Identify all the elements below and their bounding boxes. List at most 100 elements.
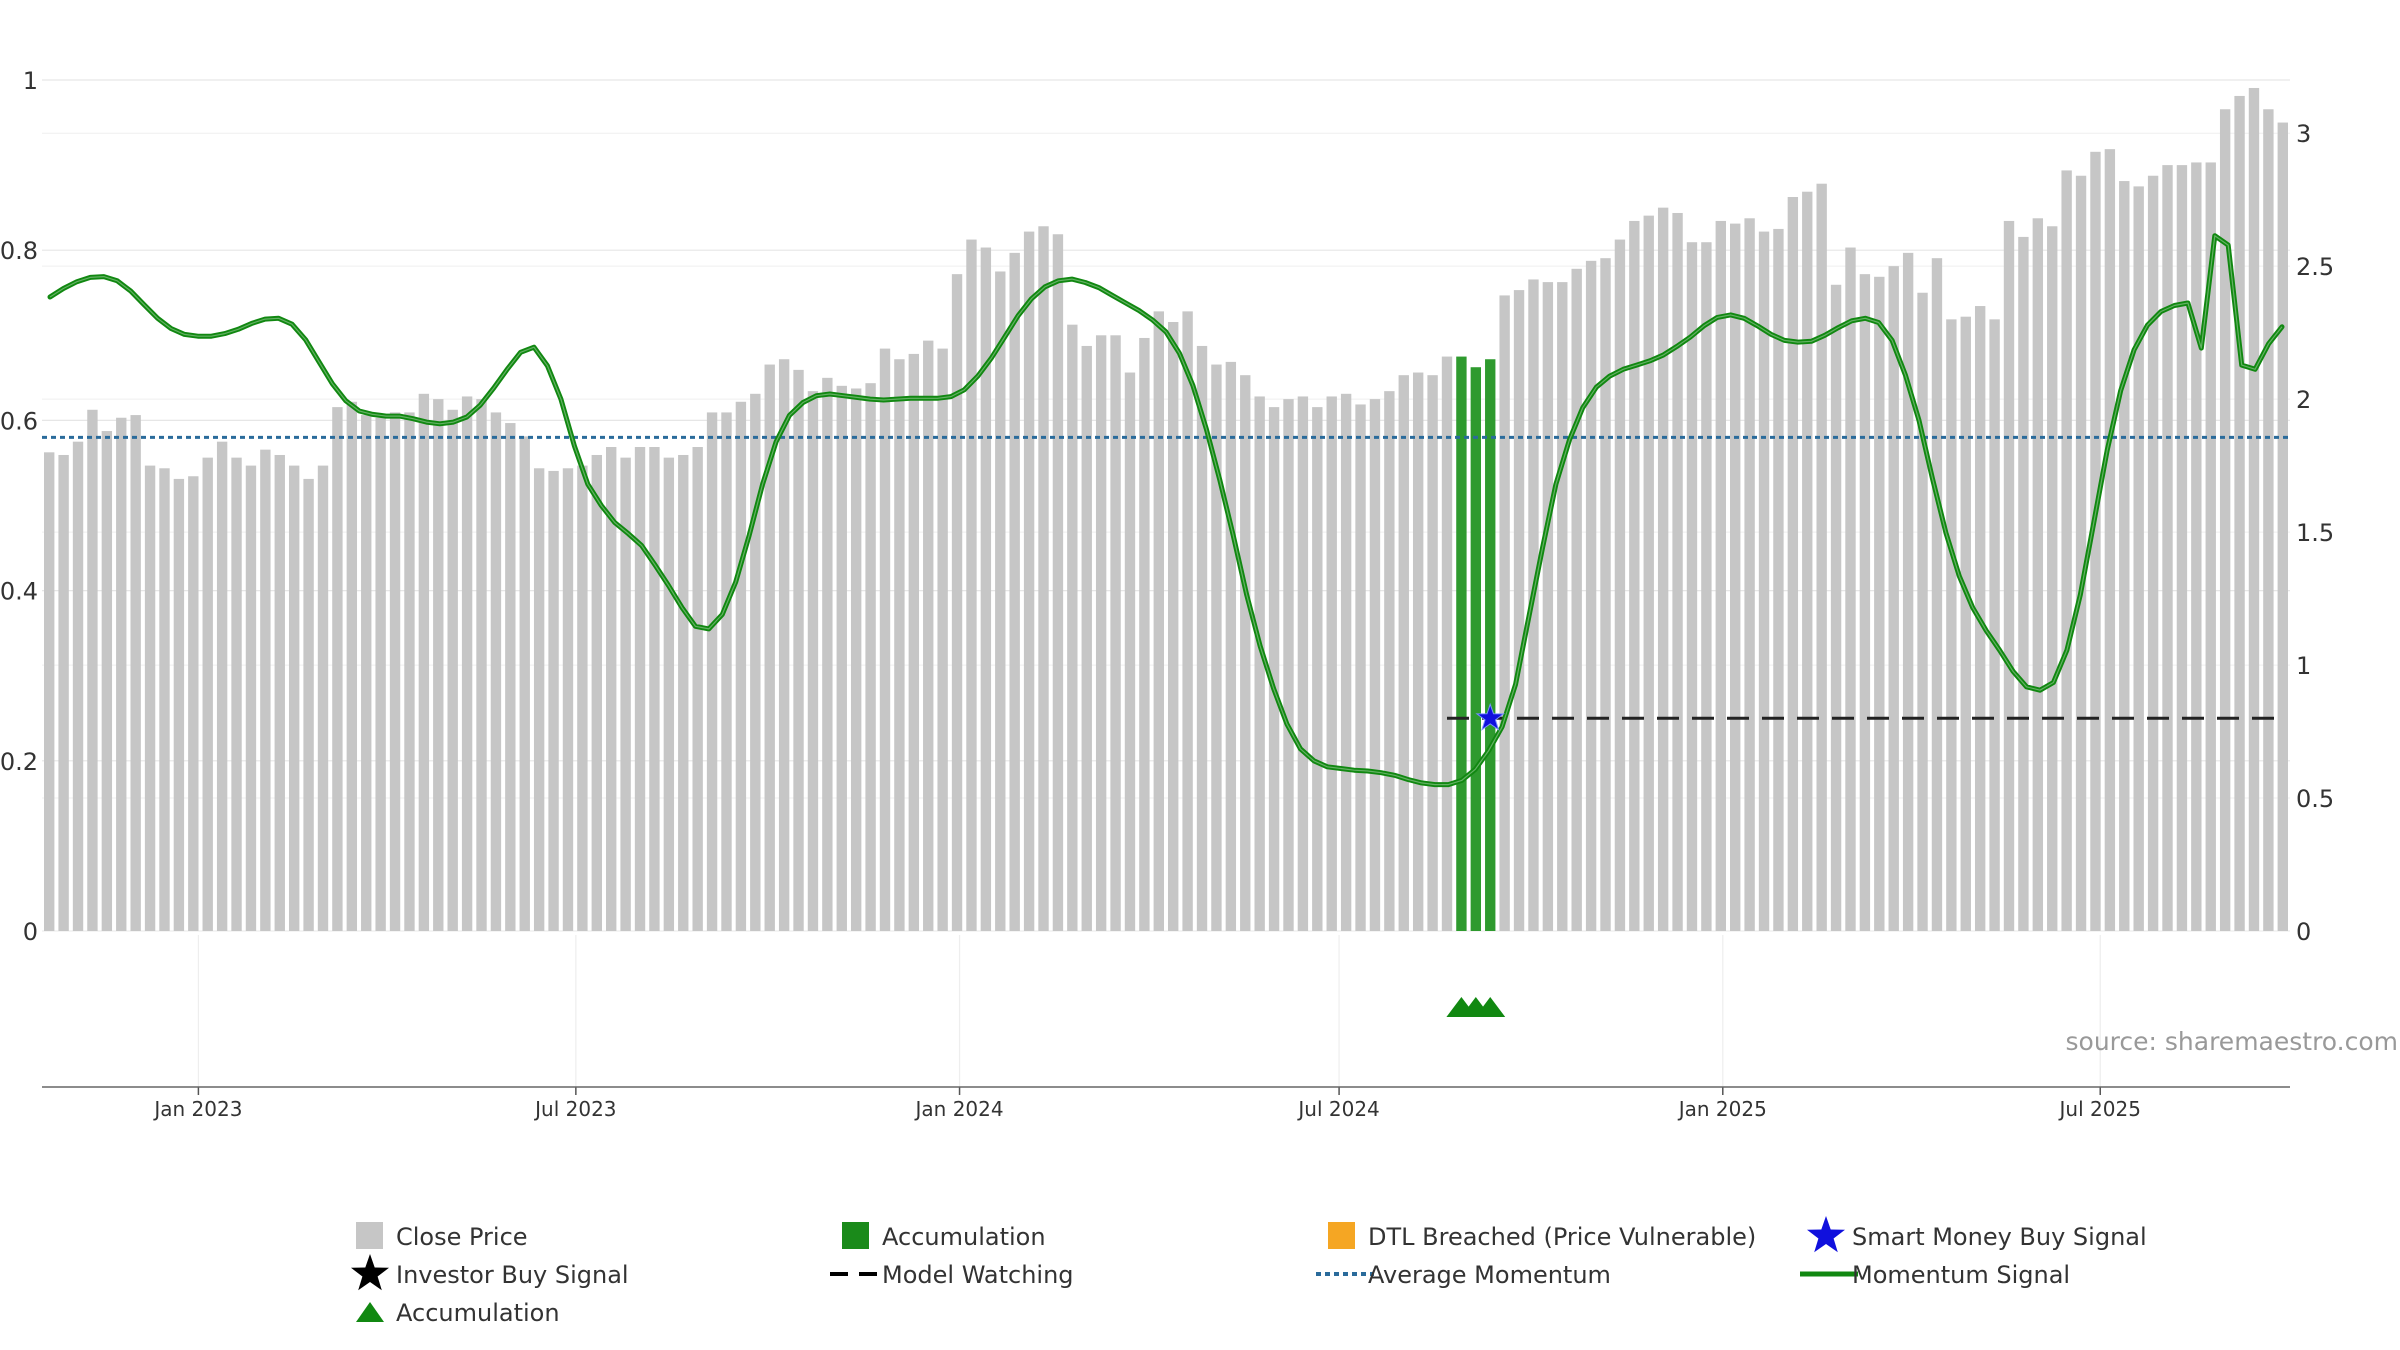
- legend-label: Momentum Signal: [1852, 1261, 2070, 1289]
- close-price-bar: [2061, 170, 2072, 931]
- close-price-bar: [1225, 361, 1237, 931]
- close-price-bar: [966, 239, 977, 931]
- close-price-bar: [1196, 345, 1208, 931]
- close-price-bar: [1355, 404, 1366, 932]
- momentum-line-highlight: [49, 235, 2283, 786]
- close-price-bar: [476, 399, 487, 931]
- close-price-bar: [389, 412, 401, 931]
- close-price-bar: [1182, 311, 1193, 932]
- close-price-bar: [1240, 375, 1251, 931]
- close-price-bar: [706, 412, 718, 931]
- x-tick-label: Jul 2023: [533, 1097, 616, 1121]
- close-price-bar: [1398, 375, 1409, 931]
- legend-label: Accumulation: [396, 1299, 560, 1327]
- close-price-bar: [144, 465, 156, 931]
- legend-swatch-square: [842, 1222, 869, 1249]
- close-price-bar: [173, 478, 185, 931]
- close-price-bar: [87, 409, 98, 931]
- grid-lines: [42, 79, 2290, 1087]
- close-price-bar: [274, 454, 285, 931]
- close-price-bar: [2248, 87, 2260, 931]
- close-price-bar: [606, 446, 617, 931]
- x-tick-label: Jan 2025: [1677, 1097, 1767, 1121]
- close-price-bar: [2234, 95, 2245, 932]
- source-note: source: sharemaestro.com: [2066, 1027, 2399, 1056]
- close-price-bar: [865, 383, 876, 931]
- close-price-bar: [1441, 356, 1453, 931]
- close-price-bar: [72, 441, 84, 931]
- close-price-bar: [159, 468, 170, 931]
- close-price-bar: [1124, 372, 1136, 931]
- left-tick-label: 1: [23, 67, 38, 95]
- close-price-bar: [346, 401, 358, 931]
- left-tick-label: 0.4: [0, 578, 38, 606]
- close-price-bar: [332, 407, 343, 931]
- close-price-bar: [490, 412, 502, 931]
- legend-item: Smart Money Buy Signal: [1807, 1216, 2147, 1253]
- close-price-bar: [1095, 335, 1107, 931]
- close-price-bar: [202, 457, 213, 931]
- close-price-bar: [548, 470, 559, 931]
- close-price-bar: [1585, 260, 1597, 931]
- close-price-bar: [1081, 345, 1092, 931]
- close-price-bar: [404, 412, 415, 931]
- close-price-bar: [1369, 399, 1381, 931]
- close-price-bar: [1340, 393, 1352, 931]
- close-price-bar: [505, 423, 516, 931]
- x-tick-label: Jul 2025: [2058, 1097, 2141, 1121]
- close-price-bar: [1168, 322, 1179, 931]
- close-price-bar: [1283, 399, 1294, 931]
- legend-swatch-square: [356, 1222, 383, 1249]
- legend-item: Accumulation: [842, 1222, 1046, 1251]
- close-price-bar: [1600, 258, 1611, 932]
- close-price-bar: [2147, 175, 2159, 932]
- close-price-bar: [1009, 252, 1020, 931]
- close-price-bar: [649, 446, 660, 931]
- close-price-bar: [2263, 109, 2274, 932]
- legend-label: Average Momentum: [1368, 1261, 1611, 1289]
- close-price-bar: [1859, 274, 1871, 931]
- close-price-bar: [1816, 183, 1827, 931]
- signal-markers: [1446, 702, 1506, 1017]
- close-price-bar: [1499, 295, 1510, 931]
- close-price-bar: [620, 457, 631, 931]
- close-price-bars: [44, 87, 2288, 932]
- accumulation-bar: [1485, 359, 1496, 931]
- close-price-bar: [1139, 337, 1150, 932]
- close-price-bar: [317, 465, 329, 931]
- close-price-bar: [1657, 207, 1669, 931]
- close-price-bar: [375, 417, 386, 932]
- close-price-bar: [908, 353, 920, 931]
- legend-item: Average Momentum: [1316, 1261, 1611, 1289]
- close-price-bar: [2176, 165, 2188, 932]
- close-price-bar: [231, 457, 242, 931]
- right-tick-label: 2: [2296, 386, 2311, 414]
- close-price-bar: [1557, 282, 1568, 931]
- close-price-bar: [1052, 234, 1064, 931]
- close-price-bar: [101, 431, 113, 931]
- close-price-bar: [1542, 282, 1554, 931]
- accumulation-bar: [1456, 356, 1467, 931]
- right-tick-label: 0.5: [2296, 785, 2334, 813]
- legend: Close Price Accumulation DTL Breached (Pri…: [351, 1216, 2147, 1327]
- close-price-bar: [634, 446, 646, 931]
- legend-swatch-square: [1328, 1222, 1355, 1249]
- close-price-bar: [361, 415, 372, 931]
- close-price-bar: [793, 369, 804, 931]
- legend-item: DTL Breached (Price Vulnerable): [1328, 1222, 1756, 1251]
- close-price-bar: [923, 340, 934, 931]
- left-tick-label: 0.6: [0, 407, 38, 435]
- close-price-bar: [2162, 165, 2173, 932]
- close-price-bar: [1038, 226, 1049, 931]
- close-price-bar: [1701, 242, 1712, 932]
- close-price-bar: [1672, 212, 1683, 931]
- close-price-bar: [894, 359, 905, 931]
- smart-money-buy-signal-marker: [1475, 702, 1505, 731]
- close-price-bar: [1384, 391, 1395, 932]
- close-price-bar: [1513, 290, 1525, 931]
- close-price-bar: [721, 412, 732, 931]
- close-price-bar: [1254, 396, 1265, 931]
- legend-label: Accumulation: [882, 1223, 1046, 1251]
- close-price-bar: [1989, 319, 2000, 931]
